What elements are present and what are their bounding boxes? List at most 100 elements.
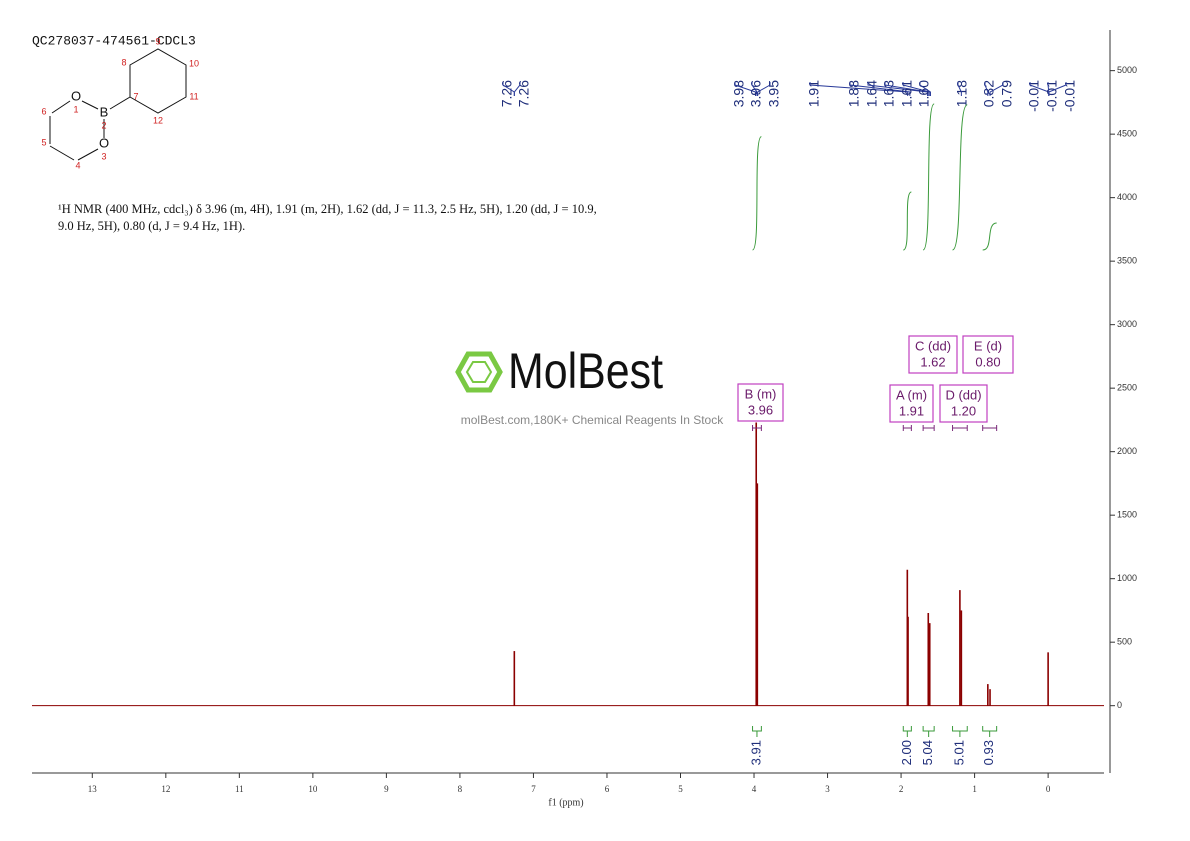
x-tick-label: 7: [531, 784, 536, 794]
peak-connector: [734, 82, 756, 96]
watermark-tagline: molBest.com,180K+ Chemical Reagents In S…: [461, 413, 724, 427]
peak-label: -0.01: [1062, 80, 1078, 112]
x-tick-label: 4: [752, 784, 757, 794]
peak-label: 0.82: [981, 80, 997, 107]
peak-connector: [919, 82, 931, 96]
integral-bracket: [982, 726, 998, 737]
integral-curve: [952, 104, 968, 251]
x-axis-label: f1 (ppm): [548, 797, 583, 808]
peak-label: 3.95: [766, 80, 782, 107]
atom-number: 10: [189, 58, 199, 68]
y-tick-label: 3500: [1117, 256, 1137, 266]
integral-bracket: [752, 726, 762, 737]
y-tick-label: 500: [1117, 637, 1132, 647]
peak-connector: [902, 82, 931, 96]
y-tick-label: 2000: [1117, 446, 1137, 456]
y-tick-label: 1000: [1117, 573, 1137, 583]
x-tick-label: 1: [972, 784, 977, 794]
peak-connector: [513, 82, 521, 96]
y-tick-label: 4500: [1117, 129, 1137, 139]
peak-label: 1.63: [881, 80, 897, 107]
integral-bracket: [902, 726, 912, 737]
x-tick-label: 0: [1046, 784, 1051, 794]
multiplet-shift: 1.62: [920, 354, 945, 369]
atom-number: 5: [41, 137, 46, 147]
y-tick-label: 5000: [1117, 65, 1137, 75]
atom-number: 2: [101, 120, 106, 130]
atom-number: 1: [73, 104, 78, 114]
integral-label: 5.01: [951, 740, 966, 765]
peak-label: 1.61: [899, 80, 915, 107]
sample-title: QC278037-474561-CDCL3: [32, 33, 196, 48]
multiplet-name: B (m): [745, 386, 777, 401]
peak-label: 1.64: [864, 80, 880, 107]
x-tick-label: 12: [161, 784, 170, 794]
atom-number: 6: [41, 106, 46, 116]
x-tick-label: 6: [605, 784, 610, 794]
atom-label: O: [99, 135, 109, 150]
peak-connector: [989, 82, 1004, 96]
integral-curve: [922, 103, 935, 251]
integral-label: 5.04: [920, 740, 935, 765]
multiplet-box: [962, 335, 1014, 374]
peak-label: -0.01: [1026, 80, 1042, 112]
atom-number: 12: [153, 115, 163, 125]
multiplet-range: [982, 425, 998, 431]
peak-connector: [957, 82, 962, 96]
multiplet-name: A (m): [896, 387, 927, 402]
nmr-description: ¹H NMR (400 MHz, cdcl₃) δ 3.96 (m, 4H), …: [58, 202, 597, 233]
multiplet-range: [952, 425, 968, 431]
peak-connector: [1048, 82, 1067, 96]
peak-label: 7.26: [516, 80, 532, 107]
x-tick-label: 13: [88, 784, 98, 794]
y-tick-label: 3000: [1117, 319, 1137, 329]
peak-label: 7.26: [499, 80, 515, 107]
peak-connector: [849, 82, 911, 96]
peak-connector: [751, 82, 758, 96]
x-tick-label: 9: [384, 784, 389, 794]
watermark-logo: [455, 351, 503, 393]
multiplet-box: [908, 335, 958, 374]
atom-number: 11: [189, 91, 198, 101]
y-tick-label: 4000: [1117, 192, 1137, 202]
peak-connector: [757, 82, 771, 96]
x-tick-label: 2: [899, 784, 904, 794]
integral-label: 0.93: [981, 740, 996, 765]
x-tick-label: 10: [308, 784, 318, 794]
y-tick-label: 0: [1117, 700, 1122, 710]
y-tick-label: 2500: [1117, 383, 1137, 393]
atom-number: 8: [121, 57, 126, 67]
x-tick-label: 11: [235, 784, 244, 794]
x-tick-label: 8: [458, 784, 463, 794]
molecule-bonds: [49, 48, 187, 161]
peak-label: 1.60: [916, 80, 932, 107]
x-tick-label: 3: [825, 784, 830, 794]
peak-label: 1.91: [806, 80, 822, 107]
multiplet-name: D (dd): [945, 387, 981, 402]
peak-label: -0.01: [1044, 80, 1060, 112]
multiplet-box: [939, 384, 988, 423]
multiplet-range: [922, 425, 935, 431]
peak-connector: [809, 82, 909, 96]
integral-curve: [752, 136, 762, 251]
multiplet-box: [737, 383, 784, 422]
peak-label: 0.79: [999, 80, 1015, 107]
multiplet-range: [752, 425, 762, 431]
multiplet-name: C (dd): [915, 338, 951, 353]
x-tick-label: 5: [678, 784, 683, 794]
multiplet-name: E (d): [974, 338, 1002, 353]
watermark-brand: MolBest: [508, 343, 663, 399]
multiplet-shift: 1.20: [951, 403, 976, 418]
peak-connector: [984, 82, 989, 96]
integral-bracket: [922, 726, 935, 737]
peak-label: 1.88: [846, 80, 862, 107]
atom-number: 3: [101, 151, 106, 161]
peak-label: 3.96: [748, 80, 764, 107]
y-tick-label: 1500: [1117, 510, 1137, 520]
integral-curve: [982, 222, 997, 251]
integral-curve: [902, 191, 912, 251]
atom-label: O: [71, 88, 81, 103]
atom-number: 4: [75, 160, 80, 170]
